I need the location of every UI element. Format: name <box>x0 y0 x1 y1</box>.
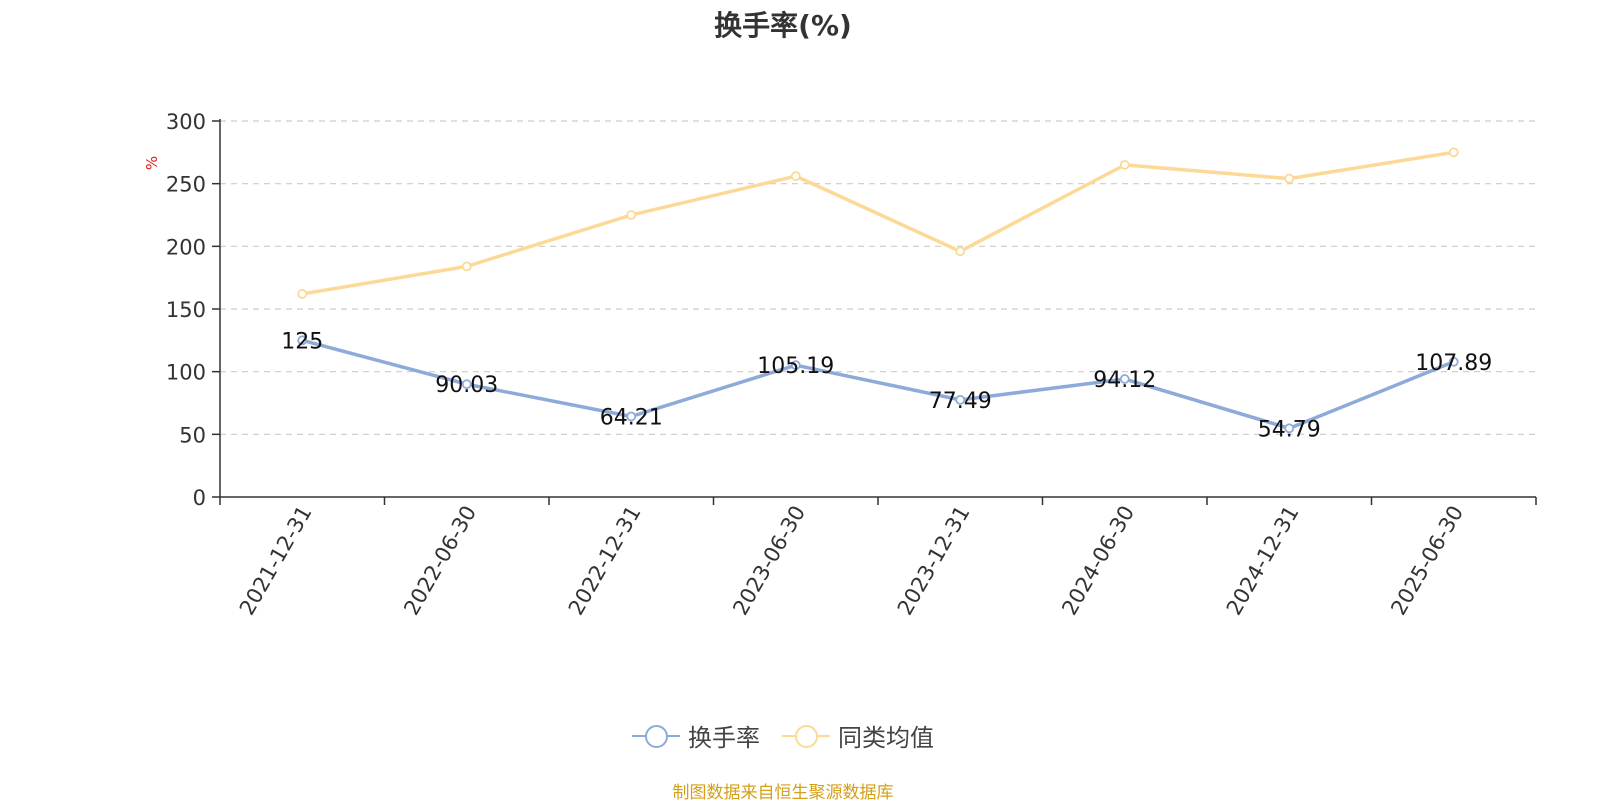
series-line-1 <box>300 150 1456 296</box>
series-point-1 <box>626 210 637 220</box>
series-point-0 <box>955 394 966 405</box>
data-label: 64.21 <box>600 406 663 431</box>
axes: 0 50 100 150 200 250 300% 2021-12-31 2022-06-30 2… <box>143 110 1537 620</box>
x-tick-label: 2022-12-31 <box>564 502 646 620</box>
series-point-1 <box>1119 159 1130 170</box>
series-point-0 <box>1119 374 1130 384</box>
y-tick-label: 150 <box>166 298 206 322</box>
legend-marker-turnover-icon <box>632 724 680 748</box>
y-tick-label: 100 <box>166 361 206 385</box>
source-note: 制图数据来自恒生聚源数据库 <box>672 783 894 803</box>
data-label: 77.49 <box>929 389 992 414</box>
series <box>297 147 1459 434</box>
data-label: 105.19 <box>757 354 834 379</box>
x-tick-label: 2023-06-30 <box>728 502 810 620</box>
series-point-1 <box>297 289 308 299</box>
legend-label-peer-average: 同类均值 <box>838 724 934 752</box>
y-axis-unit-label: % <box>143 156 161 170</box>
series-point-1 <box>1448 147 1459 158</box>
legend-item-peer-average[interactable]: 同类均值 <box>782 718 934 753</box>
x-tick-label: 2021-12-31 <box>235 502 317 620</box>
legend-label-turnover: 换手率 <box>688 724 760 752</box>
y-tick-label: 0 <box>193 486 206 510</box>
y-tick-label: 200 <box>166 235 206 259</box>
chart-title: 换手率(%) <box>714 9 852 42</box>
y-tick-label: 250 <box>166 173 206 197</box>
data-label: 90.03 <box>435 373 498 398</box>
series-point-0 <box>1448 356 1459 367</box>
x-tick-label: 2024-06-30 <box>1057 502 1139 620</box>
series-point-0 <box>297 335 308 346</box>
x-tick-label: 2024-12-31 <box>1222 502 1304 620</box>
series-line-0 <box>300 338 1456 431</box>
y-tick-label: 50 <box>179 423 206 447</box>
data-label: 54.79 <box>1258 417 1321 442</box>
y-tick-label: 300 <box>166 110 206 134</box>
data-labels: 125 90.03 64.21 105.19 77.49 94.12 54.79 107.89 <box>281 329 1492 442</box>
series-point-0 <box>626 411 637 422</box>
series-point-1 <box>461 261 472 272</box>
x-tick-label: 2025-06-30 <box>1386 502 1468 620</box>
data-label: 107.89 <box>1415 351 1492 376</box>
series-point-0 <box>790 360 801 371</box>
series-point-1 <box>1284 173 1295 184</box>
data-label: 125 <box>281 329 323 354</box>
legend-marker-peer-average-icon <box>782 724 830 748</box>
x-tick-label: 2023-12-31 <box>893 502 975 620</box>
legend-item-turnover[interactable]: 换手率 <box>632 718 760 753</box>
data-label: 94.12 <box>1093 368 1156 393</box>
x-tick-label: 2022-06-30 <box>399 502 481 620</box>
series-point-0 <box>1284 423 1295 434</box>
legend: 换手率 同类均值 <box>0 718 1566 753</box>
grid-lines <box>220 120 1536 435</box>
series-point-1 <box>790 171 801 182</box>
series-point-1 <box>955 246 966 257</box>
series-point-0 <box>461 379 472 390</box>
